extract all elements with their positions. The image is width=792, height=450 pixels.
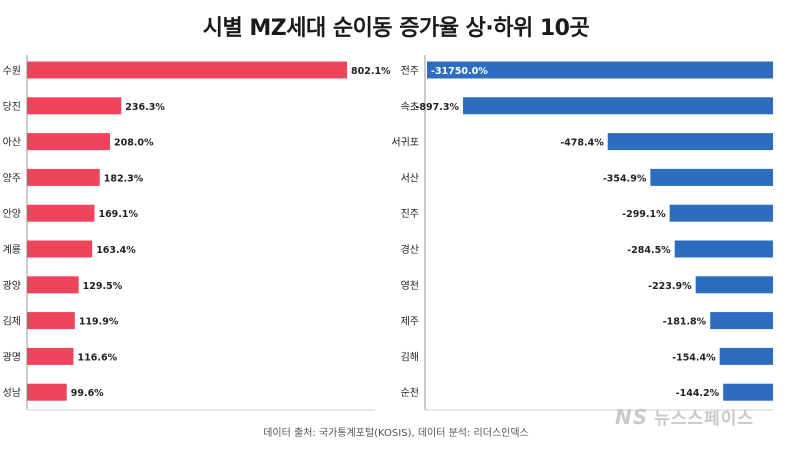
decrease-value-label: -31750.0% — [431, 66, 488, 77]
decrease-bar — [723, 383, 773, 401]
decrease-bar — [710, 312, 773, 330]
decrease-category-label: 진주 — [401, 208, 419, 220]
decrease-value-label: -897.3% — [415, 102, 459, 113]
increase-bar-chart: 수원 802.1% 당진 236.3% 아산 208.0% 양주 182.3% 안양 169.1%… — [3, 61, 391, 401]
increase-value-label: 99.6% — [71, 388, 104, 399]
increase-value-label: 116.6% — [78, 352, 118, 363]
decrease-category-label: 경산 — [401, 243, 419, 256]
increase-value-label: 129.5% — [83, 281, 123, 292]
brand-watermark: NS 뉴스스페이스 — [615, 404, 754, 429]
increase-bar — [27, 240, 93, 258]
decrease-value-label: -354.9% — [603, 173, 647, 184]
decrease-value-label: -284.5% — [627, 245, 671, 256]
decrease-bar — [695, 276, 773, 294]
decrease-category-label: 속초 — [401, 101, 419, 113]
data-source-caption: 데이터 출처: 국가통계포털(KOSIS), 데이터 분석: 리더스인덱스 — [263, 428, 529, 439]
decrease-category-label: 제주 — [401, 316, 419, 328]
increase-category-label: 광양 — [3, 280, 21, 292]
decrease-category-label: 영천 — [401, 280, 419, 292]
increase-category-label: 광명 — [3, 351, 21, 363]
decrease-category-label: 순천 — [401, 387, 419, 399]
decrease-bar — [607, 133, 773, 151]
decrease-category-label: 서귀포 — [391, 137, 419, 149]
decrease-value-label: -299.1% — [622, 209, 666, 220]
decrease-bar — [719, 347, 773, 365]
increase-value-label: 208.0% — [114, 138, 154, 149]
increase-bar — [27, 276, 79, 294]
decrease-value-label: -478.4% — [560, 138, 604, 149]
increase-value-label: 802.1% — [351, 66, 391, 77]
increase-bar — [27, 133, 110, 151]
increase-value-label: 236.3% — [125, 102, 165, 113]
watermark-logo: NS — [615, 405, 649, 429]
chart-title: 시별 MZ세대 순이동 증가율 상·하위 10곳 — [202, 16, 590, 41]
increase-category-label: 계룡 — [3, 244, 21, 256]
increase-bar — [27, 312, 75, 330]
increase-value-label: 182.3% — [104, 173, 144, 184]
increase-bar — [27, 61, 347, 79]
increase-category-label: 수원 — [3, 65, 21, 77]
increase-bar — [27, 347, 74, 365]
decrease-value-label: -144.2% — [676, 388, 720, 399]
decrease-category-label: 김해 — [401, 350, 419, 363]
increase-category-label: 성남 — [3, 387, 21, 399]
watermark-text: 뉴스스페이스 — [654, 409, 754, 429]
decrease-category-label: 전주 — [401, 65, 419, 77]
decrease-value-label: -154.4% — [672, 352, 716, 363]
decrease-value-label: -181.8% — [663, 317, 707, 328]
increase-value-label: 169.1% — [98, 209, 138, 220]
increase-value-label: 163.4% — [96, 245, 136, 256]
decrease-bar — [427, 61, 773, 79]
increase-category-label: 김제 — [3, 316, 21, 328]
decrease-bar-chart: 전주 -31750.0% 속초-897.3% 서귀포 -478.4% 서산 -354.9% 진… — [391, 61, 773, 401]
increase-bar — [27, 204, 95, 222]
increase-category-label: 양주 — [3, 172, 21, 184]
increase-bar — [27, 168, 100, 186]
decrease-value-label: -223.9% — [648, 281, 692, 292]
increase-category-label: 안양 — [3, 208, 21, 220]
decrease-bar — [669, 204, 773, 222]
decrease-category-label: 서산 — [401, 172, 419, 184]
increase-bar — [27, 97, 122, 115]
increase-bar — [27, 383, 67, 401]
decrease-bar — [463, 97, 773, 115]
decrease-bar — [650, 168, 773, 186]
increase-category-label: 당진 — [3, 101, 21, 113]
decrease-bar — [674, 240, 773, 258]
increase-value-label: 119.9% — [79, 317, 119, 328]
increase-category-label: 아산 — [3, 137, 21, 149]
